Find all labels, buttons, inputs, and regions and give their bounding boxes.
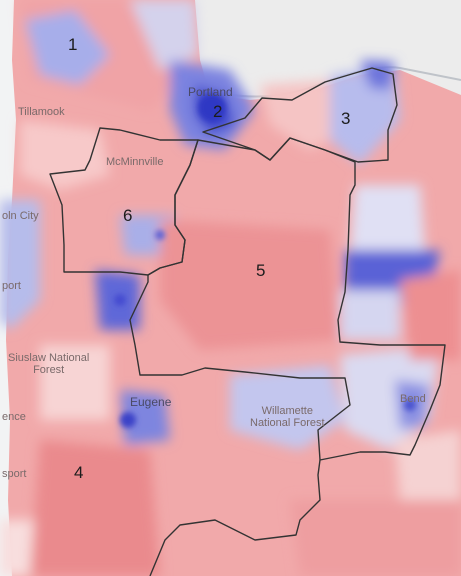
district-2-label: 2: [213, 102, 223, 121]
urban-cores: [114, 94, 416, 428]
place-bend: Bend: [400, 393, 426, 405]
place-lincoln-city: oln City: [2, 210, 39, 222]
siuslaw-line-2: Forest: [33, 364, 65, 377]
place-coos: sport: [2, 468, 27, 480]
place-portland: Portland: [188, 85, 233, 99]
place-tillamook: Tillamook: [18, 106, 65, 118]
district-boundaries: [49, 67, 446, 576]
place-florence: ence: [2, 411, 26, 423]
district-1-label: 1: [68, 35, 78, 54]
district-5-label: 5: [256, 261, 266, 280]
district-3-label: 3: [341, 109, 351, 128]
willamette-line-1: Willamette: [261, 405, 313, 417]
boundary-d4: [149, 459, 321, 576]
ocean: [0, 0, 16, 576]
willamette-line-2: National Forest: [250, 417, 325, 430]
siuslaw-line-1: Siuslaw National: [8, 352, 90, 364]
district-6-label: 6: [123, 206, 133, 225]
place-willamette-forest: Willamette National Forest: [250, 405, 325, 429]
place-newport: port: [2, 280, 21, 292]
district-4-label: 4: [74, 463, 84, 482]
boundary-d5: [129, 137, 446, 461]
place-eugene: Eugene: [130, 395, 172, 409]
place-mcminnville: McMinnville: [106, 156, 164, 168]
place-siuslaw-forest: Siuslaw National Forest: [8, 352, 89, 376]
outside-area-north: [195, 0, 461, 100]
